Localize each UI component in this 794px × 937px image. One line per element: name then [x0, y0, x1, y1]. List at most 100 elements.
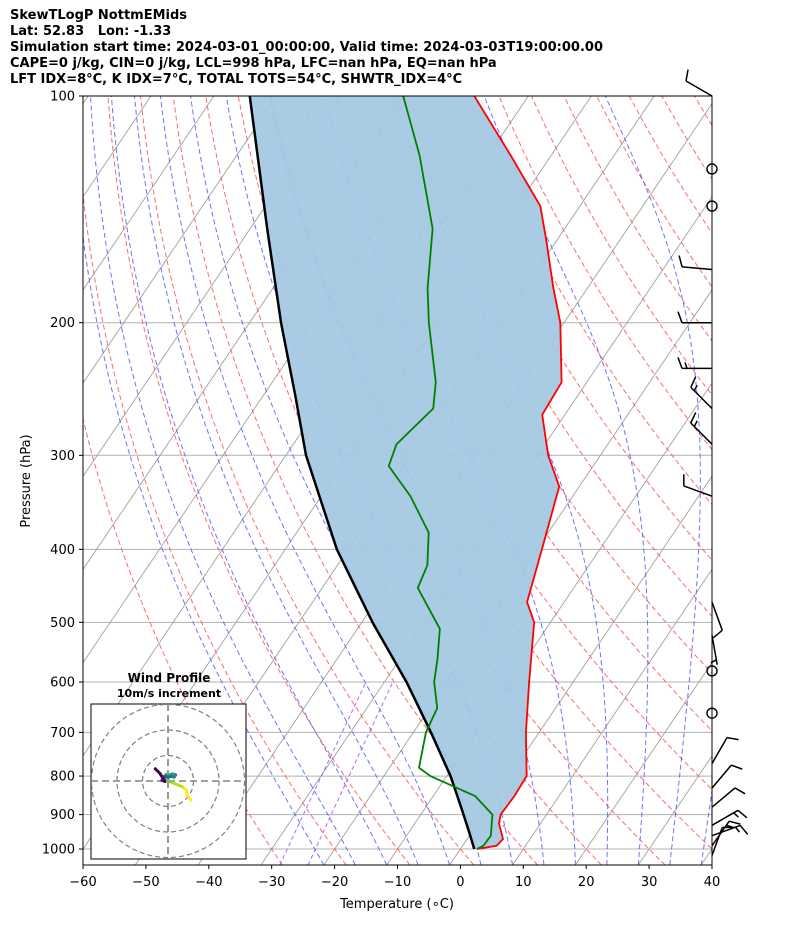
wind-barb-flag: [729, 820, 741, 825]
x-axis-label: Temperature (∘C): [339, 897, 454, 912]
x-tick-label: −10: [384, 875, 411, 890]
dry-adiabat: [335, 96, 712, 732]
wind-barb-half-flag: [693, 420, 698, 427]
wind-barb-staff: [711, 787, 736, 808]
isotherm-line: [83, 96, 278, 384]
stability-line: LFT IDX=8°C, K IDX=7°C, TOTAL TOTS=54°C,…: [10, 72, 463, 87]
x-tick-label: −50: [132, 875, 159, 890]
wind-barb-half-flag: [684, 362, 688, 369]
dry-adiabat: [433, 96, 712, 561]
wind-barbs: [677, 69, 749, 856]
chart-header: SkewTLogP NottmEMids Lat: 52.83 Lon: -1.…: [10, 8, 603, 88]
wind-barb-staff: [682, 266, 713, 271]
wind-barb-flag: [685, 69, 689, 82]
x-tick-label: −60: [69, 875, 96, 890]
wind-barb-half-flag: [710, 659, 717, 664]
x-tick-label: −40: [195, 875, 222, 890]
dry-adiabat: [531, 96, 712, 396]
isotherm-line: [83, 96, 89, 105]
wind-barb-flag: [737, 809, 748, 819]
wind-barb-flag: [739, 824, 749, 835]
isotherm-line: [512, 568, 712, 865]
isotherm-line: [83, 96, 215, 291]
cape-cin-shading: [249, 96, 562, 850]
dry-adiabat: [237, 96, 666, 865]
mixing-ratio-line: [307, 681, 394, 865]
isotherm-line: [575, 661, 712, 865]
wind-barb-flag: [678, 255, 683, 268]
dry-adiabat: [140, 96, 475, 865]
dry-adiabat: [205, 96, 602, 865]
dry-adiabat: [83, 189, 347, 865]
wind-barb-staff: [685, 80, 713, 97]
dry-adiabat: [107, 96, 411, 865]
y-tick-label: 800: [50, 770, 75, 785]
hodograph-title: Wind Profile: [128, 671, 211, 685]
chart-title: SkewTLogP NottmEMids: [10, 8, 188, 23]
indices-line: CAPE=0 j/kg, CIN=0 j/kg, LCL=998 hPa, LF…: [10, 56, 497, 71]
profile-lines: [248, 96, 563, 850]
cin-area: [249, 96, 562, 850]
wind-barb-half-flag: [733, 812, 739, 818]
hodograph-content: [91, 704, 246, 859]
hodograph-segment: [158, 771, 167, 784]
wind-barb-flag: [734, 787, 746, 795]
wind-barb-half-flag: [734, 826, 741, 833]
isotherm-line: [764, 96, 794, 865]
wind-barb-flag: [712, 629, 723, 639]
calm-wind-marker: [706, 200, 718, 212]
wind-barb-staff: [711, 601, 723, 631]
dewpoint-line: [387, 96, 494, 850]
moist-adiabat: [110, 96, 388, 865]
wind-barb-staff: [711, 737, 728, 764]
y-tick-label: 500: [50, 616, 75, 631]
y-axis-label: Pressure (hPa): [19, 434, 34, 527]
wind-barb-flag: [677, 357, 683, 369]
wind-barb-flag: [677, 311, 683, 323]
dry-adiabat: [400, 96, 712, 618]
hodograph-subtitle: 10m/s increment: [117, 687, 221, 700]
dry-adiabat: [172, 96, 538, 865]
wind-barb-flag: [731, 764, 743, 770]
x-tick-label: −30: [258, 875, 285, 890]
temperature-line: [473, 96, 563, 850]
axes: −60 −50 −40 −30 −20 −10 0 10 20 30 40 1000 900 800 700…: [42, 90, 720, 891]
wind-barb-staff: [711, 827, 723, 856]
moist-adiabat: [133, 96, 419, 865]
x-tick-label: 40: [704, 875, 721, 890]
y-tick-label: 600: [50, 675, 75, 690]
y-tick-label: 1000: [42, 843, 75, 858]
wind-barb-staff: [711, 824, 741, 837]
time-line: Simulation start time: 2024-03-01_00:00:…: [10, 40, 603, 55]
location-line: Lat: 52.83 Lon: -1.33: [10, 24, 172, 39]
isotherm-line: [83, 96, 341, 478]
parcel-path-line: [248, 96, 476, 850]
wind-barb-staff: [711, 635, 718, 665]
x-tick-label: 30: [641, 875, 658, 890]
dry-adiabat: [727, 96, 794, 865]
moist-adiabat: [90, 96, 356, 865]
dry-adiabat: [563, 96, 712, 342]
moist-adiabat: [604, 96, 701, 865]
wind-barb-staff: [711, 764, 732, 789]
y-tick-label: 700: [50, 726, 75, 741]
wind-barb-flag: [690, 376, 697, 388]
x-tick-label: 0: [456, 875, 464, 890]
y-tick-label: 100: [50, 90, 75, 105]
x-tick-label: −20: [321, 875, 348, 890]
moist-adiabat: [159, 96, 451, 865]
calm-wind-marker: [706, 707, 718, 719]
wind-barb-half-flag: [693, 384, 698, 392]
hodograph-segment: [153, 767, 162, 775]
moist-adiabat: [83, 233, 325, 865]
wind-barb-flag: [690, 412, 697, 424]
isotherm-line: [700, 848, 712, 865]
x-tick-label: 20: [578, 875, 595, 890]
isotherm-line: [323, 289, 712, 865]
wind-barb-flag: [726, 736, 739, 741]
y-tick-label: 200: [50, 316, 75, 331]
wind-barb-staff: [683, 485, 713, 497]
dry-adiabat: [596, 96, 712, 288]
x-tick-label: 10: [515, 875, 532, 890]
